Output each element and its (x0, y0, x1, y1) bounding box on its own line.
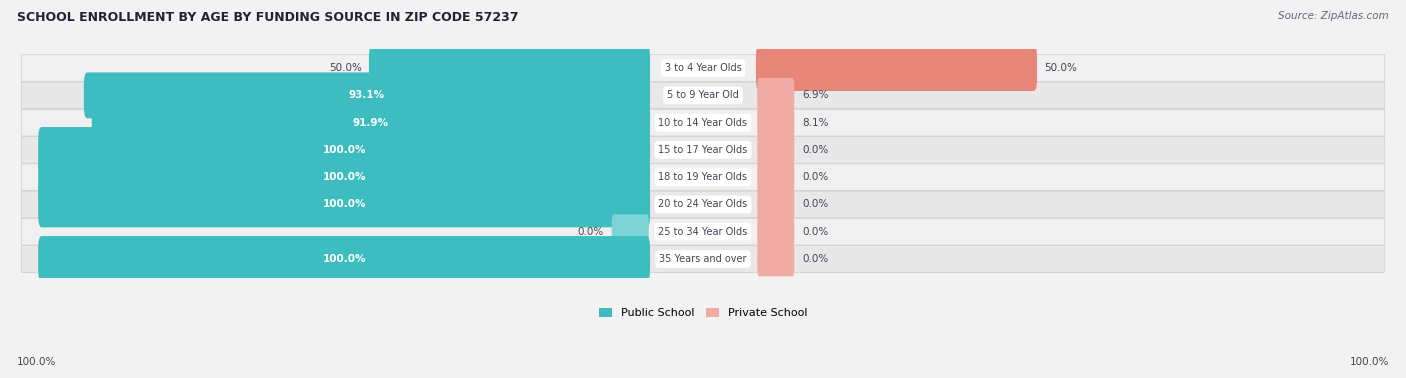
FancyBboxPatch shape (758, 187, 794, 222)
FancyBboxPatch shape (38, 181, 650, 227)
FancyBboxPatch shape (84, 73, 650, 118)
Text: 0.0%: 0.0% (803, 145, 828, 155)
FancyBboxPatch shape (21, 82, 1385, 109)
Text: 100.0%: 100.0% (322, 200, 366, 209)
Text: 100.0%: 100.0% (17, 357, 56, 367)
FancyBboxPatch shape (21, 246, 1385, 272)
FancyBboxPatch shape (91, 100, 650, 146)
FancyBboxPatch shape (21, 191, 1385, 218)
Text: SCHOOL ENROLLMENT BY AGE BY FUNDING SOURCE IN ZIP CODE 57237: SCHOOL ENROLLMENT BY AGE BY FUNDING SOUR… (17, 11, 519, 24)
FancyBboxPatch shape (21, 164, 1385, 191)
Text: 100.0%: 100.0% (322, 254, 366, 264)
Text: 100.0%: 100.0% (1350, 357, 1389, 367)
Text: 100.0%: 100.0% (322, 145, 366, 155)
Text: 0.0%: 0.0% (578, 227, 603, 237)
FancyBboxPatch shape (368, 45, 650, 91)
Text: 25 to 34 Year Olds: 25 to 34 Year Olds (658, 227, 748, 237)
FancyBboxPatch shape (756, 45, 1038, 91)
Text: 5 to 9 Year Old: 5 to 9 Year Old (666, 90, 740, 101)
Text: Source: ZipAtlas.com: Source: ZipAtlas.com (1278, 11, 1389, 21)
Text: 100.0%: 100.0% (322, 172, 366, 182)
Text: 0.0%: 0.0% (803, 227, 828, 237)
FancyBboxPatch shape (21, 136, 1385, 163)
FancyBboxPatch shape (38, 236, 650, 282)
FancyBboxPatch shape (21, 109, 1385, 136)
Text: 93.1%: 93.1% (349, 90, 385, 101)
Text: 0.0%: 0.0% (803, 172, 828, 182)
FancyBboxPatch shape (21, 218, 1385, 245)
Text: 8.1%: 8.1% (803, 118, 828, 128)
Text: 3 to 4 Year Olds: 3 to 4 Year Olds (665, 63, 741, 73)
FancyBboxPatch shape (612, 214, 648, 249)
Text: 0.0%: 0.0% (803, 254, 828, 264)
Legend: Public School, Private School: Public School, Private School (595, 304, 811, 323)
FancyBboxPatch shape (21, 55, 1385, 82)
Text: 35 Years and over: 35 Years and over (659, 254, 747, 264)
FancyBboxPatch shape (758, 78, 794, 113)
FancyBboxPatch shape (758, 242, 794, 276)
Text: 10 to 14 Year Olds: 10 to 14 Year Olds (658, 118, 748, 128)
FancyBboxPatch shape (758, 105, 794, 140)
Text: 50.0%: 50.0% (1043, 63, 1077, 73)
Text: 18 to 19 Year Olds: 18 to 19 Year Olds (658, 172, 748, 182)
FancyBboxPatch shape (758, 160, 794, 195)
Text: 91.9%: 91.9% (353, 118, 389, 128)
Text: 15 to 17 Year Olds: 15 to 17 Year Olds (658, 145, 748, 155)
Text: 6.9%: 6.9% (803, 90, 828, 101)
FancyBboxPatch shape (38, 154, 650, 200)
Text: 50.0%: 50.0% (329, 63, 363, 73)
Text: 20 to 24 Year Olds: 20 to 24 Year Olds (658, 200, 748, 209)
FancyBboxPatch shape (758, 214, 794, 249)
FancyBboxPatch shape (38, 127, 650, 173)
Text: 0.0%: 0.0% (803, 200, 828, 209)
FancyBboxPatch shape (758, 132, 794, 167)
